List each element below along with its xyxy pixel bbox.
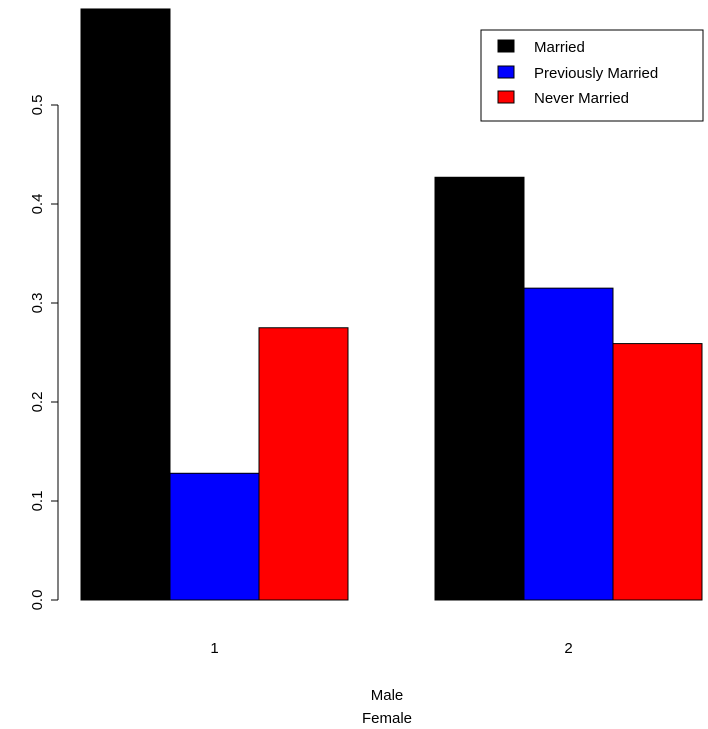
y-tick-label: 0.1: [29, 491, 46, 512]
x-category-label-1: 1: [210, 640, 218, 657]
y-tick-label: 0.4: [29, 194, 46, 215]
y-tick-label: 0.5: [29, 95, 46, 116]
x-axis-label: Male Female: [362, 687, 412, 727]
x-axis-label-line-1: Male: [371, 687, 404, 704]
legend-label-married: Married: [534, 39, 585, 56]
bar-married-group-1: [80, 8, 171, 601]
bar-never-married-group-2: [612, 343, 703, 601]
y-tick-label: 0.3: [29, 293, 46, 314]
bar-never-married-group-1: [258, 327, 349, 601]
legend-label-never-married: Never Married: [534, 90, 629, 107]
y-tick-label: 0.0: [29, 590, 46, 611]
x-axis-label-line-2: Female: [362, 710, 412, 727]
bar-previously-married-group-2: [523, 287, 614, 601]
legend-swatch-married: [497, 39, 515, 53]
legend-swatch-never-married: [497, 90, 515, 104]
bar-previously-married-group-1: [169, 472, 260, 601]
legend: Married Previously Married Never Married: [480, 29, 704, 122]
x-category-label-2: 2: [564, 640, 572, 657]
legend-label-previously-married: Previously Married: [534, 65, 658, 82]
bar-married-group-2: [434, 176, 525, 601]
y-tick-label: 0.2: [29, 392, 46, 413]
legend-box: [480, 29, 704, 122]
legend-swatch-previously-married: [497, 65, 515, 79]
y-axis: 0.0 0.1 0.2 0.3 0.4 0.5: [29, 95, 59, 611]
plot-area: [80, 8, 703, 601]
